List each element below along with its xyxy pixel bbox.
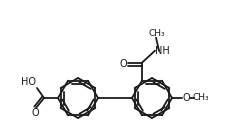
Text: O: O: [119, 59, 127, 69]
Text: O: O: [182, 93, 190, 103]
Text: O: O: [31, 108, 39, 118]
Text: NH: NH: [155, 46, 169, 56]
Text: CH₃: CH₃: [193, 94, 209, 102]
Text: CH₃: CH₃: [149, 29, 165, 38]
Text: HO: HO: [21, 77, 36, 87]
